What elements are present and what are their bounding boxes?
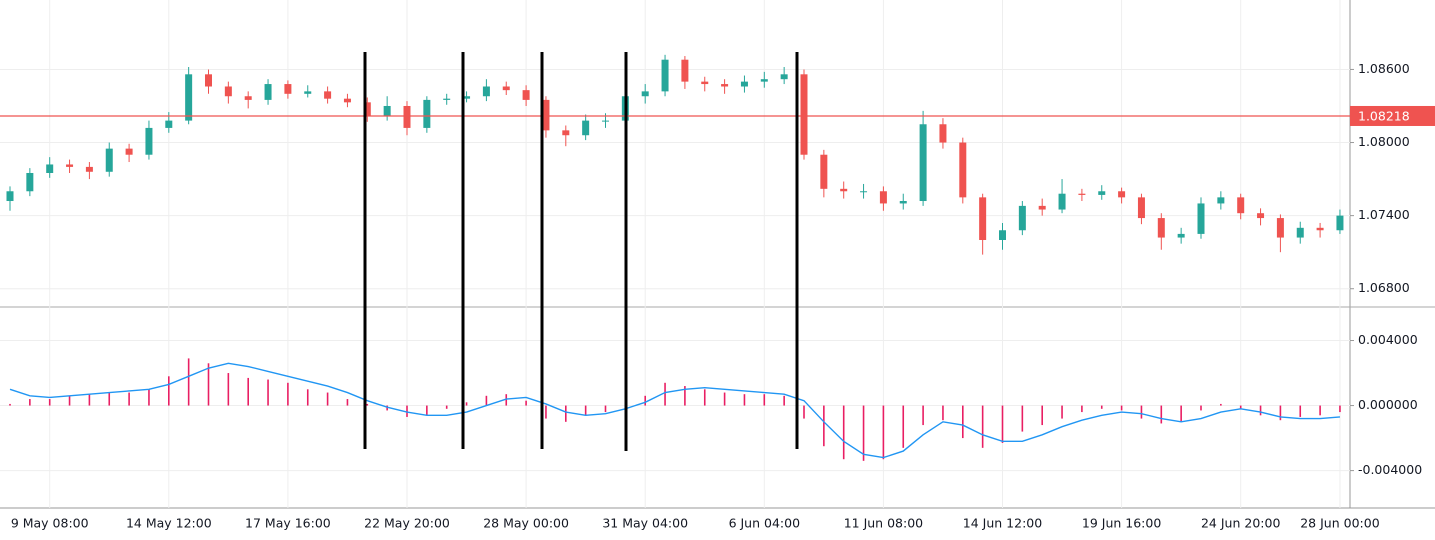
candle-body xyxy=(66,164,74,167)
candle-body xyxy=(1018,205,1026,231)
candle-body xyxy=(1336,215,1344,231)
annotations xyxy=(363,52,799,451)
x-tick-label: 24 Jun 20:00 xyxy=(1201,516,1280,531)
candle-body xyxy=(423,99,431,128)
candle-body xyxy=(244,96,252,100)
x-tick-label: 11 Jun 08:00 xyxy=(844,516,923,531)
candle-body xyxy=(26,172,34,192)
candle-body xyxy=(701,81,709,85)
candle-body xyxy=(185,74,193,121)
marks xyxy=(0,54,1350,461)
candle-body xyxy=(85,166,93,172)
y-tick-label: -0.004000 xyxy=(1358,462,1422,477)
candle-body xyxy=(522,90,530,100)
y-tick-label: 1.08600 xyxy=(1358,61,1410,76)
signal-line xyxy=(9,362,1341,459)
candle-body xyxy=(899,201,907,204)
candle-body xyxy=(542,99,550,131)
candle-body xyxy=(582,120,590,136)
candle-body xyxy=(1098,191,1106,195)
price-label-bg xyxy=(1350,105,1435,126)
candle-body xyxy=(721,84,729,87)
candle-body xyxy=(959,142,967,198)
candle-body xyxy=(602,120,609,122)
candle-body xyxy=(1217,197,1225,204)
candle-body xyxy=(463,96,471,99)
candle-body xyxy=(264,84,272,100)
x-tick-label: 31 May 04:00 xyxy=(602,516,688,531)
candle-body xyxy=(860,191,868,193)
x-tick-label: 28 May 00:00 xyxy=(483,516,569,531)
y-tick-label: 0.004000 xyxy=(1358,332,1418,347)
candle-body xyxy=(1038,205,1046,210)
candle-body xyxy=(165,120,173,128)
candle-body xyxy=(1197,203,1205,234)
labels: 1.06800 1.07400 1.08000 1.08600 1.08218 -0.00… xyxy=(11,61,1435,531)
y-tick-label: 0.000000 xyxy=(1358,397,1418,412)
candle-body xyxy=(840,188,848,192)
candle-body xyxy=(1137,197,1145,219)
candle-body xyxy=(740,81,748,87)
candle-body xyxy=(919,124,927,202)
y-tick-label: 1.07400 xyxy=(1358,207,1410,222)
candle-body xyxy=(502,86,510,91)
candle-body xyxy=(1157,218,1165,238)
candle-body xyxy=(1276,218,1284,238)
candle-body xyxy=(363,102,371,116)
candle-body xyxy=(6,191,14,202)
candle-body xyxy=(760,79,768,82)
candle-body xyxy=(343,98,351,103)
x-tick-label: 14 Jun 12:00 xyxy=(963,516,1042,531)
candle-body xyxy=(999,230,1006,240)
candle-body xyxy=(661,59,669,92)
candle-body xyxy=(46,164,54,173)
candle-body xyxy=(1078,193,1086,195)
y-tick-label: 1.08000 xyxy=(1358,134,1410,149)
x-tick-label: 17 May 16:00 xyxy=(245,516,331,531)
candle-body xyxy=(780,74,788,80)
candle-body xyxy=(1118,191,1126,198)
candle-body xyxy=(1296,227,1304,238)
candle-body xyxy=(324,91,332,99)
candle-body xyxy=(820,154,828,189)
candle-body xyxy=(681,59,689,82)
candle-body xyxy=(205,74,212,87)
candle-body xyxy=(1316,227,1324,231)
x-tick-label: 22 May 20:00 xyxy=(364,516,450,531)
candle-body xyxy=(562,130,570,136)
candle-body xyxy=(304,91,312,94)
grid xyxy=(0,0,1354,508)
candle-body xyxy=(482,86,490,97)
candle-body xyxy=(403,105,411,128)
candle-body xyxy=(939,124,947,143)
x-tick-label: 19 Jun 16:00 xyxy=(1082,516,1161,531)
candle-body xyxy=(641,91,649,97)
candle-body xyxy=(979,197,987,240)
candle-body xyxy=(1177,233,1185,238)
x-tick-label: 9 May 08:00 xyxy=(11,516,89,531)
candle-body xyxy=(105,148,113,172)
candle-body xyxy=(800,74,808,155)
candle-body xyxy=(125,148,133,155)
x-tick-label: 14 May 12:00 xyxy=(126,516,212,531)
candle-body xyxy=(224,86,232,97)
candle-body xyxy=(1058,193,1066,210)
candle-body xyxy=(1257,213,1265,219)
y-tick-label: 1.06800 xyxy=(1358,280,1410,295)
candle-body xyxy=(284,84,292,94)
candle-body xyxy=(383,105,391,116)
x-tick-label: 28 Jun 00:00 xyxy=(1300,516,1379,531)
candle-body xyxy=(1237,197,1245,214)
candle-body xyxy=(879,191,887,204)
x-tick-label: 6 Jun 04:00 xyxy=(729,516,801,531)
price-label: 1.08218 xyxy=(1358,108,1410,123)
candle-body xyxy=(443,98,451,100)
candle-body xyxy=(145,127,153,155)
